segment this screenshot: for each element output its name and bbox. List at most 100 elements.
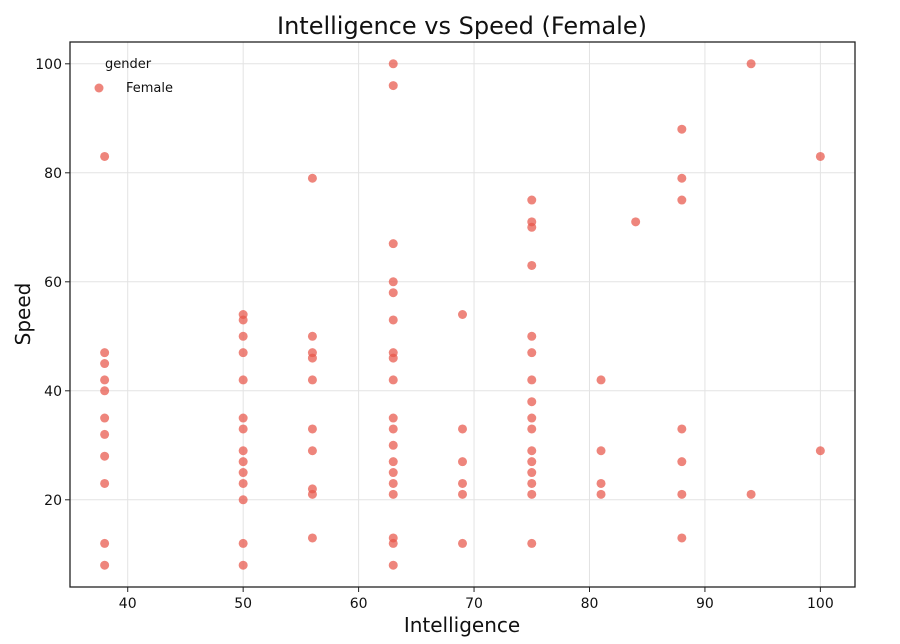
data-point xyxy=(746,489,756,499)
y-tick-label: 80 xyxy=(44,166,62,182)
data-point xyxy=(388,413,398,423)
data-point xyxy=(458,457,467,467)
data-point xyxy=(100,478,110,488)
data-point xyxy=(388,59,398,69)
data-point xyxy=(677,533,687,543)
data-point xyxy=(677,457,687,467)
data-point xyxy=(238,375,248,385)
x-axis-label: Intelligence xyxy=(404,613,520,637)
data-point xyxy=(238,538,248,548)
chart-title: Intelligence vs Speed (Female) xyxy=(277,12,647,40)
data-point xyxy=(238,446,248,456)
data-point xyxy=(677,124,687,134)
data-point xyxy=(388,468,398,478)
x-tick-label: 50 xyxy=(234,596,252,612)
data-point xyxy=(527,222,537,232)
data-point xyxy=(388,538,398,548)
data-point xyxy=(677,173,687,183)
data-point xyxy=(388,315,398,325)
data-point xyxy=(631,217,641,227)
legend-entry-female: Female xyxy=(126,81,173,96)
data-point xyxy=(238,468,248,478)
data-point xyxy=(527,457,537,467)
data-point xyxy=(238,413,248,423)
data-point xyxy=(388,457,398,467)
axis-ticks: 40 50 60 70 80 90 100 20 40 60 80 100 xyxy=(35,57,833,612)
data-point xyxy=(388,81,398,91)
data-point xyxy=(238,495,248,505)
data-point xyxy=(677,424,687,434)
grid xyxy=(70,42,855,587)
data-point xyxy=(527,195,537,205)
data-point xyxy=(527,446,537,456)
data-point xyxy=(388,239,398,249)
data-point xyxy=(388,440,398,450)
data-point xyxy=(527,468,537,478)
data-point xyxy=(100,451,110,461)
x-tick-label: 70 xyxy=(465,596,483,612)
data-point xyxy=(238,478,248,488)
data-point xyxy=(238,315,248,325)
data-point xyxy=(527,489,537,499)
data-point xyxy=(815,151,825,161)
data-point xyxy=(596,489,606,499)
data-point xyxy=(388,478,398,488)
data-point xyxy=(527,260,537,270)
data-point xyxy=(238,424,248,434)
data-point xyxy=(388,375,398,385)
legend: gender Female xyxy=(94,57,173,96)
data-point xyxy=(527,375,537,385)
data-point xyxy=(458,538,467,548)
data-point xyxy=(100,386,110,396)
legend-marker-female xyxy=(94,83,104,93)
y-tick-label: 60 xyxy=(44,275,62,291)
x-tick-label: 60 xyxy=(350,596,368,612)
data-point xyxy=(458,310,467,319)
data-point xyxy=(746,59,756,69)
data-point xyxy=(596,375,606,385)
data-point xyxy=(458,424,467,434)
data-point xyxy=(307,173,317,183)
data-point xyxy=(527,397,537,407)
data-point xyxy=(307,424,317,434)
data-point xyxy=(100,359,110,369)
data-point xyxy=(388,288,398,298)
data-point xyxy=(238,348,248,358)
data-point xyxy=(307,331,317,341)
data-point xyxy=(596,446,606,456)
data-point xyxy=(307,375,317,385)
data-point xyxy=(527,538,537,548)
data-point xyxy=(100,429,110,439)
legend-title: gender xyxy=(105,57,152,72)
y-axis-label: Speed xyxy=(11,283,35,346)
data-point xyxy=(596,478,606,488)
data-point xyxy=(527,413,537,423)
data-point xyxy=(527,348,537,358)
data-point xyxy=(307,353,317,363)
data-point xyxy=(388,489,398,499)
data-point xyxy=(100,538,110,548)
data-point xyxy=(458,478,467,488)
data-point xyxy=(100,413,110,423)
data-point xyxy=(527,478,537,488)
x-tick-label: 90 xyxy=(696,596,714,612)
x-tick-label: 80 xyxy=(581,596,599,612)
data-point xyxy=(527,424,537,434)
y-tick-label: 100 xyxy=(35,57,62,73)
data-point xyxy=(458,489,467,499)
y-tick-label: 40 xyxy=(44,384,62,400)
y-tick-label: 20 xyxy=(44,493,62,509)
data-point xyxy=(100,151,110,161)
x-tick-label: 100 xyxy=(807,596,834,612)
data-point xyxy=(238,331,248,341)
data-point xyxy=(238,560,248,570)
x-tick-label: 40 xyxy=(119,596,137,612)
data-points xyxy=(100,59,825,570)
data-point xyxy=(677,489,687,499)
data-point xyxy=(815,446,825,456)
data-point xyxy=(388,277,398,287)
data-point xyxy=(388,424,398,434)
data-point xyxy=(388,353,398,363)
